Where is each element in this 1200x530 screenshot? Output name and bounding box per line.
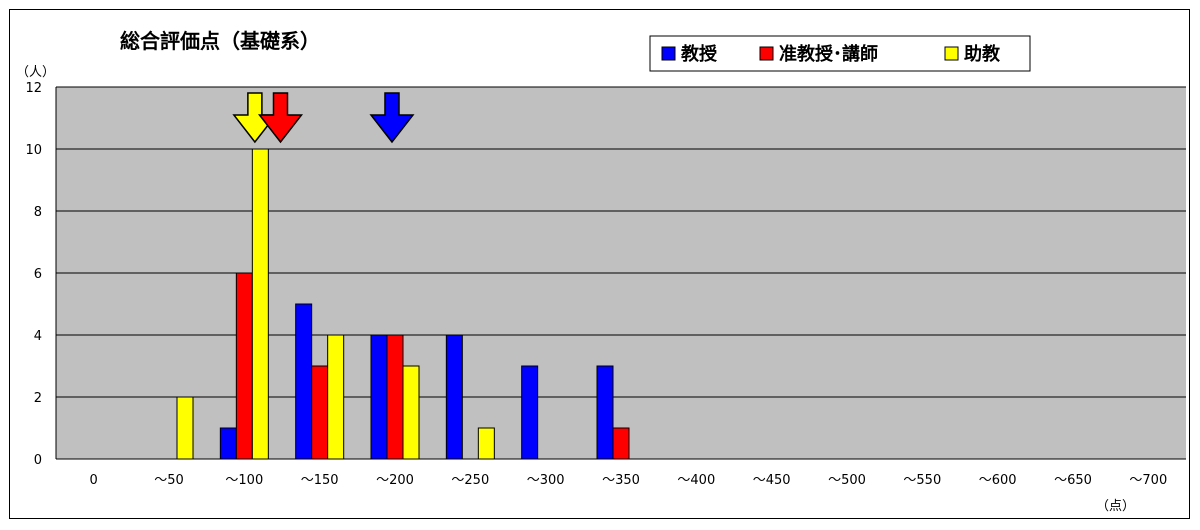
legend-label: 助教 [964, 43, 1001, 65]
legend-swatch [944, 46, 959, 61]
legend-label: 教授 [681, 43, 718, 65]
x-tick-label: ～650 [1054, 473, 1092, 488]
y-tick-label: 4 [34, 329, 42, 344]
legend-box [649, 35, 1031, 72]
bar [311, 365, 329, 460]
mean-arrow-marker [369, 92, 415, 144]
bar [219, 427, 237, 460]
bar [176, 396, 194, 460]
bar [295, 303, 313, 460]
y-tick-label: 12 [25, 81, 42, 96]
x-tick-label: ～700 [1129, 473, 1167, 488]
x-tick-label: ～100 [225, 473, 263, 488]
x-tick-label: ～450 [753, 473, 791, 488]
bar [445, 334, 463, 460]
bar [251, 148, 269, 460]
bar [521, 365, 539, 460]
x-tick-label: ～150 [301, 473, 339, 488]
bar [235, 272, 253, 460]
mean-markers [232, 92, 415, 144]
x-tick-label: 0 [90, 473, 98, 488]
bar [596, 365, 614, 460]
y-tick-label: 2 [34, 391, 42, 406]
x-tick-label: ～350 [602, 473, 640, 488]
x-tick-label: ～50 [154, 473, 184, 488]
bar [386, 334, 404, 460]
x-axis-ticks: 0 ～50 ～100 ～150 ～200 ～250 ～300 ～350 ～400 ～450 ～500… [90, 473, 1168, 488]
legend-swatch [759, 46, 774, 61]
bar [327, 334, 345, 460]
chart-frame: 総合評価点（基礎系） （人） （点） 0 2 4 6 8 10 12 0 ～50 ～100 ～15… [9, 9, 1190, 519]
y-tick-label: 10 [25, 143, 42, 158]
mean-arrow-marker [257, 92, 304, 144]
y-axis-ticks: 0 2 4 6 8 10 12 [25, 81, 42, 468]
bar [612, 427, 630, 460]
y-tick-label: 0 [34, 453, 42, 468]
chart-title: 総合評価点（基礎系） [120, 29, 320, 53]
x-tick-label: ～500 [828, 473, 866, 488]
bar [370, 334, 388, 460]
x-tick-label: ～550 [903, 473, 941, 488]
x-unit-label: （点） [1096, 499, 1135, 514]
x-tick-label: ～200 [376, 473, 414, 488]
bar [477, 427, 495, 460]
bar [402, 365, 420, 460]
legend-swatch [661, 46, 676, 61]
chart-svg: 総合評価点（基礎系） （人） （点） 0 2 4 6 8 10 12 0 ～50 ～100 ～15… [16, 29, 1186, 514]
y-unit-label: （人） [16, 65, 55, 80]
mean-arrow-marker [232, 92, 278, 144]
legend: 教授 准教授･講師 助教 [649, 35, 1031, 72]
y-tick-label: 6 [34, 267, 42, 282]
x-tick-label: ～250 [451, 473, 489, 488]
bars [176, 148, 630, 460]
x-tick-label: ～600 [979, 473, 1017, 488]
legend-label: 准教授･講師 [779, 43, 878, 65]
x-tick-label: ～300 [527, 473, 565, 488]
y-tick-label: 8 [34, 205, 42, 220]
x-tick-label: ～400 [677, 473, 715, 488]
